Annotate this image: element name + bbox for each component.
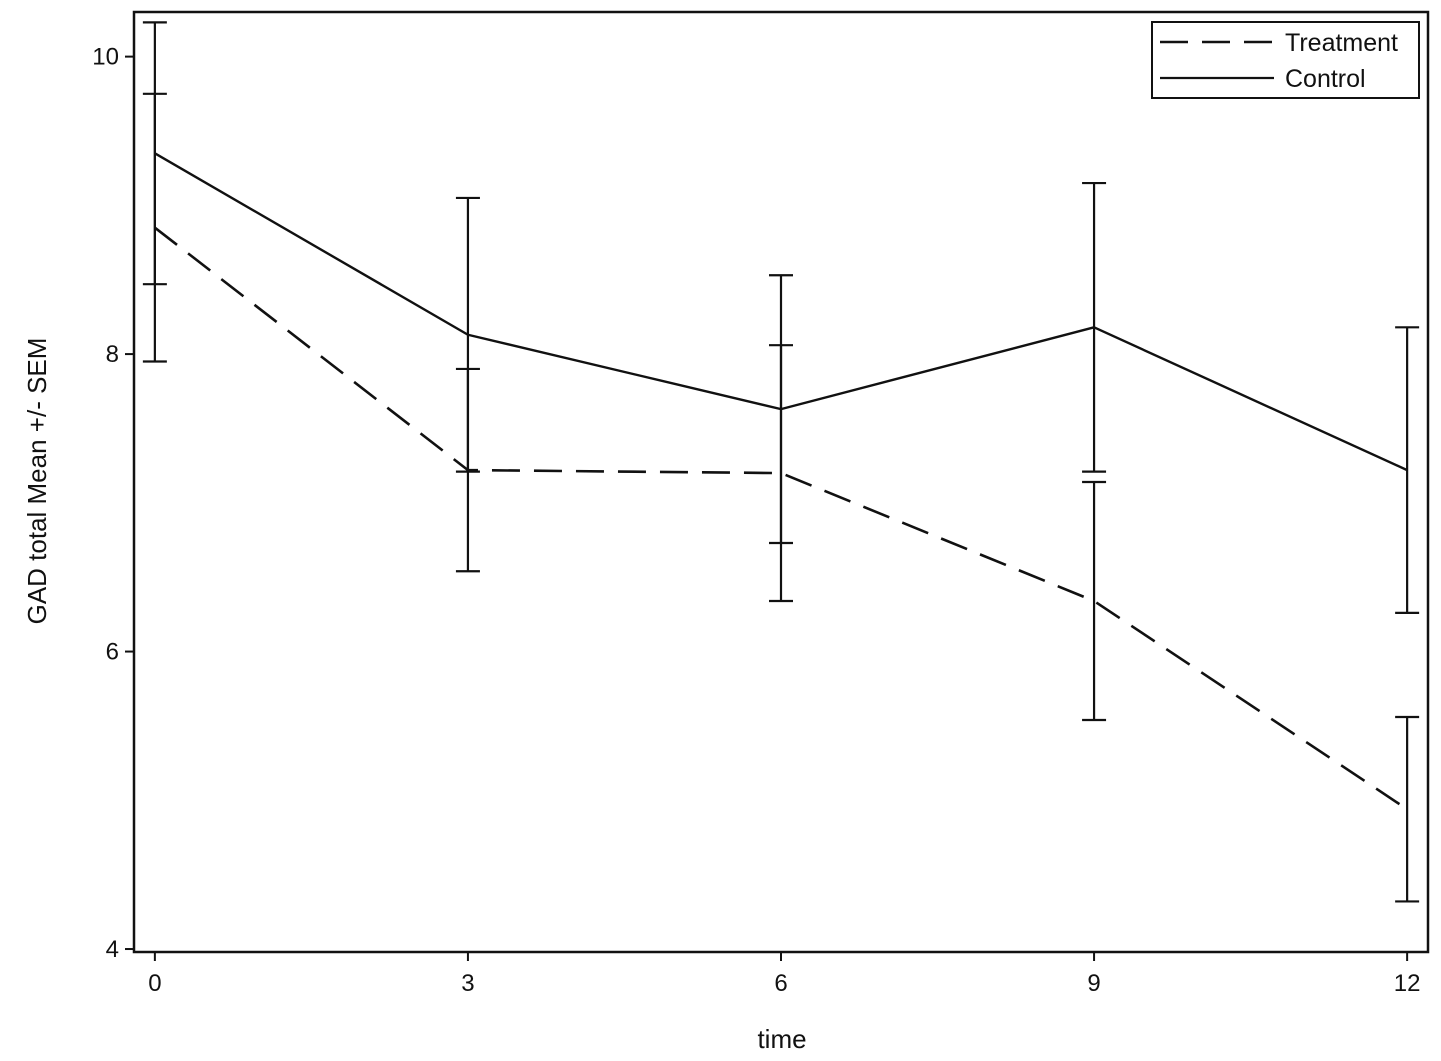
error-bars (142, 21, 1420, 903)
series-line-control (154, 152, 1408, 472)
legend-label-control: Control (1285, 65, 1366, 93)
legend-box (1151, 21, 1420, 99)
x-tick-label: 9 (1087, 970, 1100, 997)
y-axis-title: GAD total Mean +/- SEM (22, 338, 52, 625)
legend-label-treatment: Treatment (1285, 29, 1398, 57)
legend: Treatment Control (1151, 21, 1420, 99)
series-line-treatment (154, 226, 1408, 811)
x-tick-label: 6 (774, 970, 787, 997)
y-tick-label: 8 (106, 341, 119, 368)
y-tick-label: 10 (92, 44, 119, 71)
x-axis-title: time (757, 1024, 806, 1054)
x-tick-label: 0 (148, 970, 161, 997)
x-tick-label: 12 (1394, 970, 1421, 997)
y-tick-label: 4 (106, 936, 119, 963)
y-tick-label: 6 (106, 639, 119, 666)
series-lines (154, 152, 1408, 811)
y-axis: 4 6 8 10 (92, 44, 134, 963)
x-tick-label: 3 (461, 970, 474, 997)
x-axis: 0 3 6 9 12 (148, 952, 1420, 997)
